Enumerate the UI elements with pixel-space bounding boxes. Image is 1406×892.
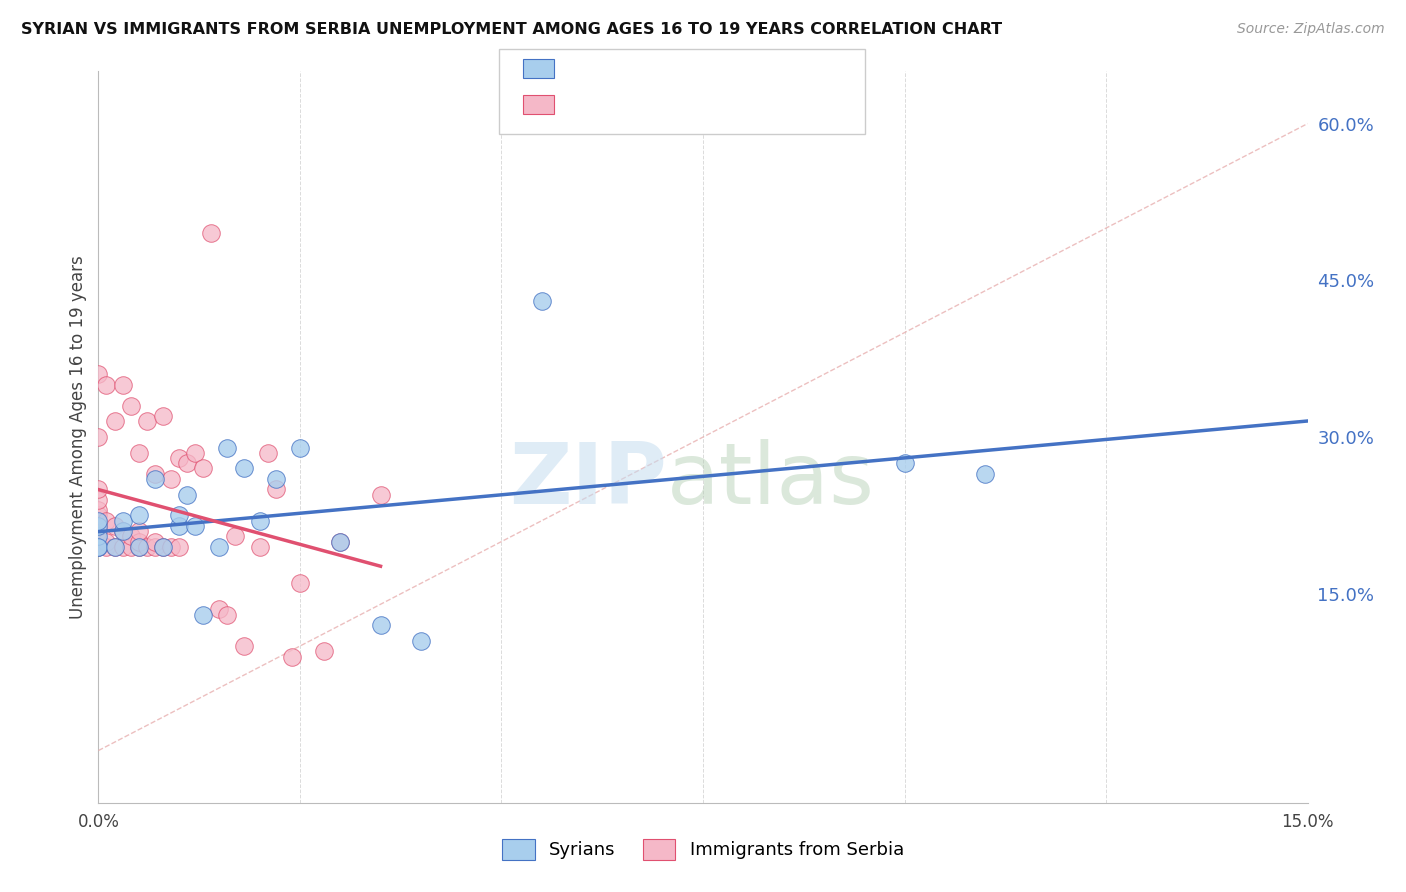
Point xyxy=(111,540,134,554)
Point xyxy=(120,529,142,543)
Point xyxy=(96,514,118,528)
Point xyxy=(96,377,118,392)
Point xyxy=(128,534,150,549)
Point xyxy=(974,467,997,481)
Point xyxy=(232,461,254,475)
Point xyxy=(87,524,110,538)
Point xyxy=(167,450,190,465)
Point xyxy=(217,441,239,455)
Point xyxy=(249,540,271,554)
Point xyxy=(193,461,215,475)
Point xyxy=(128,540,150,554)
Point xyxy=(87,492,110,507)
Point xyxy=(160,472,183,486)
Point xyxy=(176,456,198,470)
Point xyxy=(87,519,110,533)
Point xyxy=(128,508,150,523)
Point xyxy=(370,487,392,501)
Point xyxy=(143,534,166,549)
Point xyxy=(87,508,110,523)
Point xyxy=(288,576,311,591)
Point xyxy=(103,540,125,554)
Point xyxy=(264,472,287,486)
Point xyxy=(152,540,174,554)
Point xyxy=(314,644,336,658)
Point xyxy=(370,618,392,632)
Point xyxy=(193,607,215,622)
Point xyxy=(128,446,150,460)
Point xyxy=(160,540,183,554)
Text: 29: 29 xyxy=(735,60,761,78)
Text: SYRIAN VS IMMIGRANTS FROM SERBIA UNEMPLOYMENT AMONG AGES 16 TO 19 YEARS CORRELAT: SYRIAN VS IMMIGRANTS FROM SERBIA UNEMPLO… xyxy=(21,22,1002,37)
Point xyxy=(143,540,166,554)
Point xyxy=(893,456,915,470)
Point xyxy=(152,540,174,554)
Point xyxy=(87,540,110,554)
Point xyxy=(224,529,246,543)
Point xyxy=(87,514,110,528)
Text: N =: N = xyxy=(685,60,737,78)
Point xyxy=(103,540,125,554)
Point xyxy=(264,483,287,497)
Text: ZIP: ZIP xyxy=(509,440,666,523)
Point xyxy=(103,519,125,533)
Point xyxy=(232,639,254,653)
Point xyxy=(249,514,271,528)
Text: 0.254: 0.254 xyxy=(612,95,668,113)
Point xyxy=(329,534,352,549)
Point xyxy=(87,540,110,554)
Point xyxy=(111,524,134,538)
Point xyxy=(111,377,134,392)
Point xyxy=(167,519,190,533)
Point xyxy=(120,540,142,554)
Point xyxy=(87,483,110,497)
Point xyxy=(87,540,110,554)
Point xyxy=(143,467,166,481)
Point xyxy=(217,607,239,622)
Point xyxy=(96,534,118,549)
Point xyxy=(128,540,150,554)
Point xyxy=(96,540,118,554)
Point xyxy=(208,540,231,554)
Point xyxy=(128,524,150,538)
Point xyxy=(409,633,432,648)
Point xyxy=(87,529,110,543)
Point xyxy=(530,294,553,309)
Point xyxy=(111,514,134,528)
Text: 54: 54 xyxy=(735,95,761,113)
Point xyxy=(143,472,166,486)
Point xyxy=(87,430,110,444)
Point xyxy=(288,441,311,455)
Point xyxy=(135,540,157,554)
Point xyxy=(103,414,125,428)
Point xyxy=(120,399,142,413)
Point xyxy=(184,519,207,533)
Point xyxy=(87,368,110,382)
Text: R =: R = xyxy=(569,60,609,78)
Point xyxy=(167,508,190,523)
Point xyxy=(87,503,110,517)
Text: 0.106: 0.106 xyxy=(612,60,668,78)
Text: Source: ZipAtlas.com: Source: ZipAtlas.com xyxy=(1237,22,1385,37)
Legend: Syrians, Immigrants from Serbia: Syrians, Immigrants from Serbia xyxy=(495,831,911,867)
Point xyxy=(87,514,110,528)
Point xyxy=(329,534,352,549)
Point xyxy=(176,487,198,501)
Text: atlas: atlas xyxy=(666,440,875,523)
Text: R =: R = xyxy=(569,95,609,113)
Point xyxy=(167,540,190,554)
Point xyxy=(281,649,304,664)
Text: N =: N = xyxy=(685,95,737,113)
Point xyxy=(200,227,222,241)
Point xyxy=(87,534,110,549)
Point xyxy=(184,446,207,460)
Point xyxy=(152,409,174,424)
Y-axis label: Unemployment Among Ages 16 to 19 years: Unemployment Among Ages 16 to 19 years xyxy=(69,255,87,619)
Point xyxy=(135,414,157,428)
Point xyxy=(208,602,231,616)
Point xyxy=(111,524,134,538)
Point xyxy=(256,446,278,460)
